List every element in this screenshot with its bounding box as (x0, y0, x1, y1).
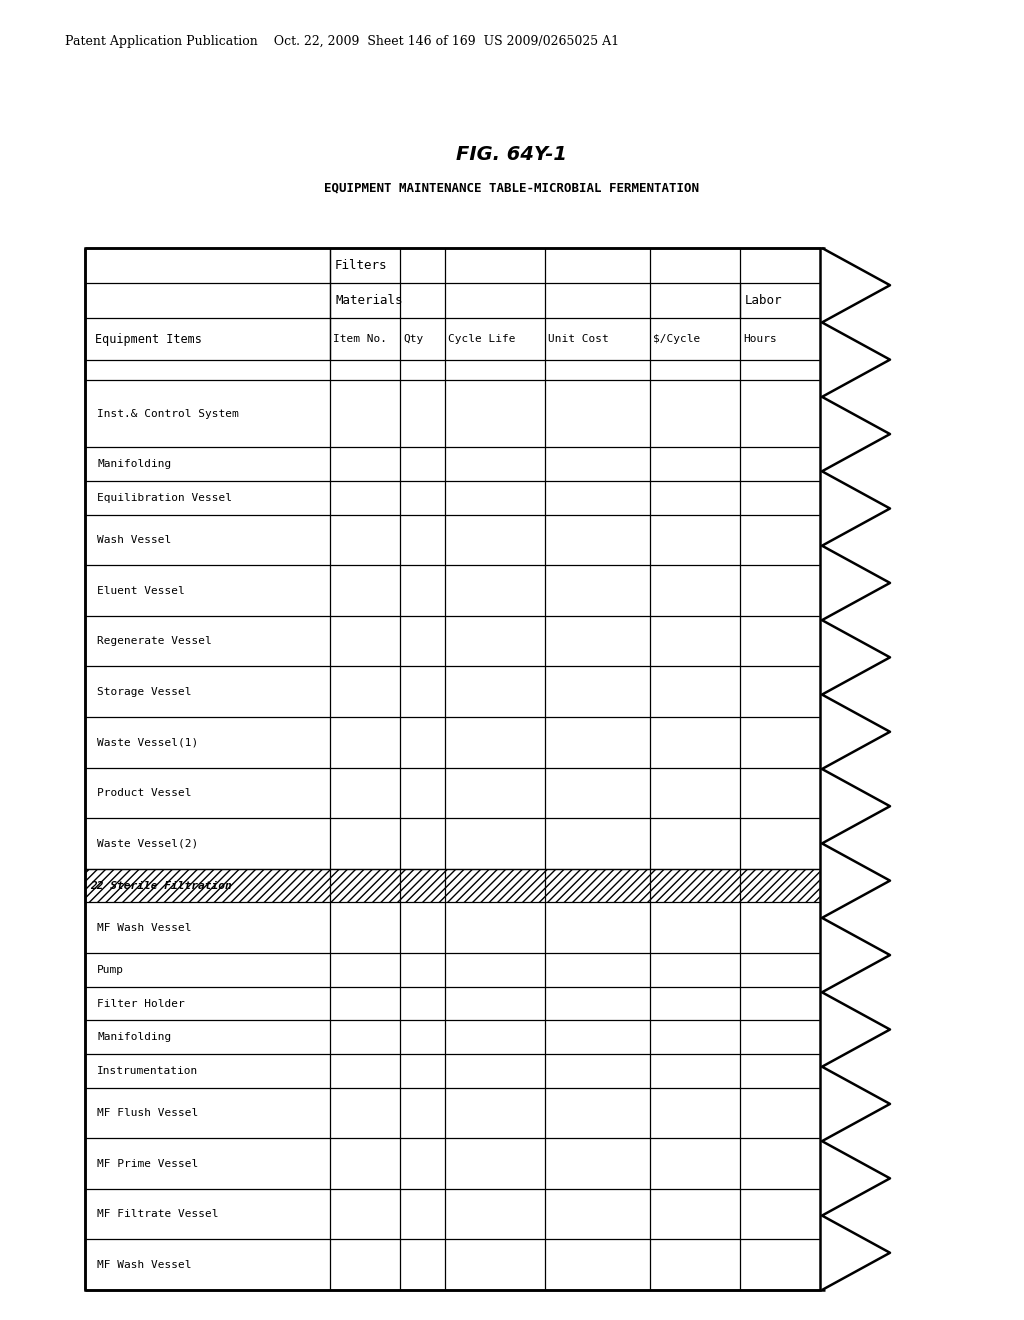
Text: Cycle Life: Cycle Life (449, 334, 515, 345)
Text: Waste Vessel(1): Waste Vessel(1) (97, 738, 199, 747)
Text: Equipment Items: Equipment Items (95, 333, 202, 346)
Text: EQUIPMENT MAINTENANCE TABLE-MICROBIAL FERMENTATION: EQUIPMENT MAINTENANCE TABLE-MICROBIAL FE… (325, 181, 699, 194)
Text: Filters: Filters (335, 259, 387, 272)
Text: Inst.& Control System: Inst.& Control System (97, 409, 239, 418)
Bar (85, 869, 820, 903)
Text: Patent Application Publication    Oct. 22, 2009  Sheet 146 of 169  US 2009/02650: Patent Application Publication Oct. 22, … (65, 36, 620, 49)
Text: MF Filtrate Vessel: MF Filtrate Vessel (97, 1209, 218, 1220)
Text: Filter Holder: Filter Holder (97, 998, 184, 1008)
Text: Eluent Vessel: Eluent Vessel (97, 586, 184, 595)
Text: Item No.: Item No. (333, 334, 387, 345)
Text: Wash Vessel: Wash Vessel (97, 535, 171, 545)
Text: Manifolding: Manifolding (97, 1032, 171, 1043)
Text: Regenerate Vessel: Regenerate Vessel (97, 636, 212, 647)
Text: Qty: Qty (403, 334, 423, 345)
Text: Waste Vessel(2): Waste Vessel(2) (97, 838, 199, 849)
Text: FIG. 64Y-1: FIG. 64Y-1 (457, 145, 567, 165)
Text: MF Wash Vessel: MF Wash Vessel (97, 923, 191, 933)
Text: MF Wash Vessel: MF Wash Vessel (97, 1259, 191, 1270)
Text: Instrumentation: Instrumentation (97, 1067, 199, 1076)
Text: Product Vessel: Product Vessel (97, 788, 191, 797)
Text: MF Prime Vessel: MF Prime Vessel (97, 1159, 199, 1168)
Text: MF Flush Vessel: MF Flush Vessel (97, 1107, 199, 1118)
Text: 22 Sterile Filtration: 22 Sterile Filtration (90, 880, 231, 891)
Text: Pump: Pump (97, 965, 124, 974)
Text: Materials: Materials (335, 294, 402, 308)
Bar (85, 248, 820, 1290)
Text: $/Cycle: $/Cycle (653, 334, 700, 345)
Text: Storage Vessel: Storage Vessel (97, 686, 191, 697)
Text: Hours: Hours (743, 334, 777, 345)
Text: Equilibration Vessel: Equilibration Vessel (97, 492, 232, 503)
Text: Labor: Labor (745, 294, 782, 308)
Text: Manifolding: Manifolding (97, 459, 171, 469)
Text: Unit Cost: Unit Cost (548, 334, 608, 345)
